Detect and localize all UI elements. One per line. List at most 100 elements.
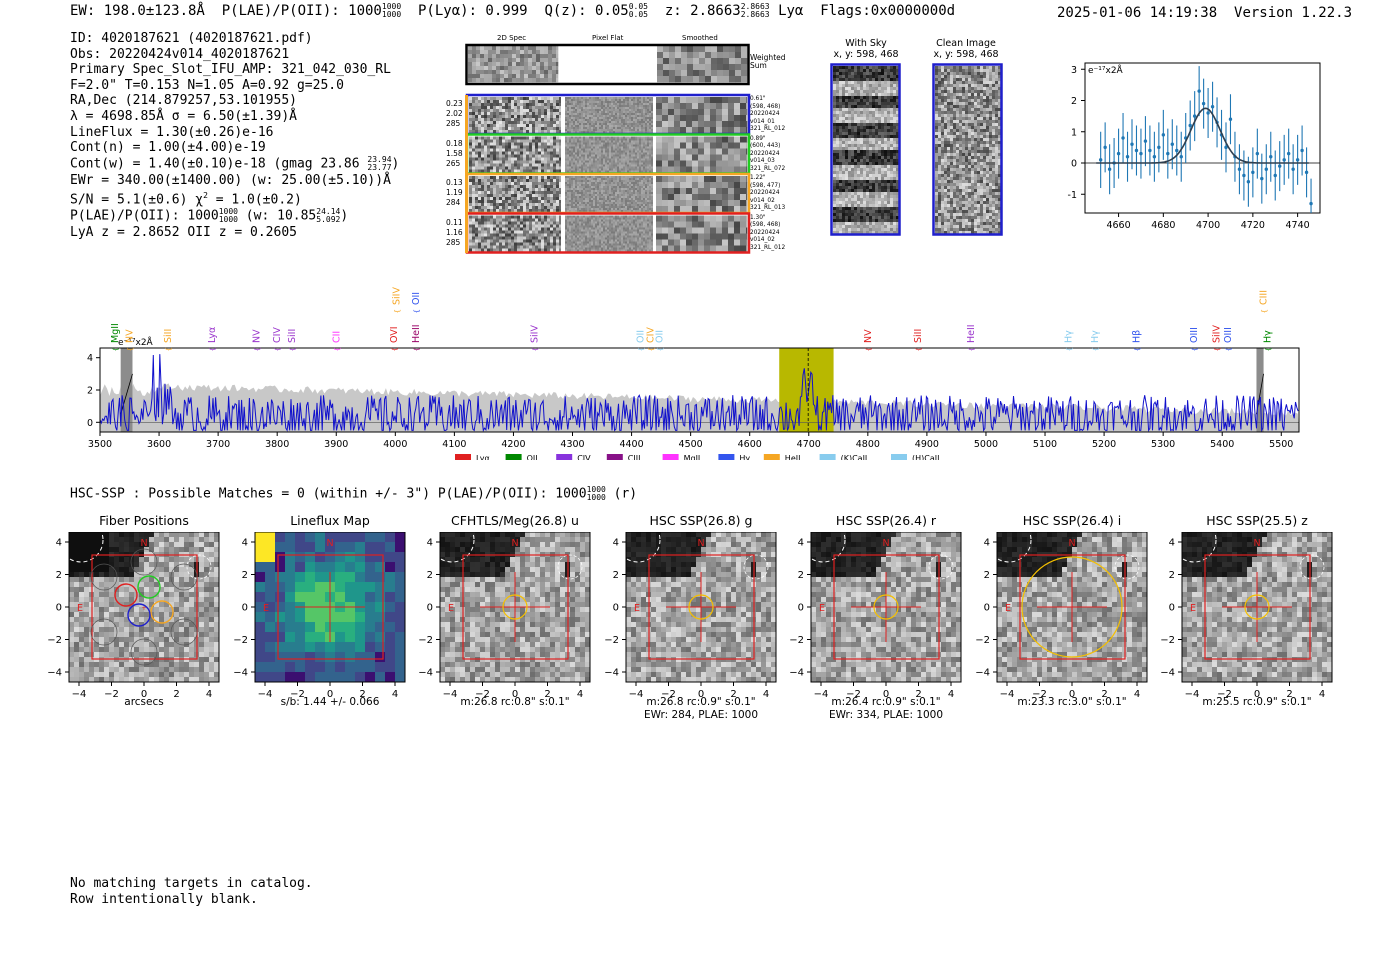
panel-xtick-label: −4	[1185, 689, 1200, 700]
header-version: Version 1.22.3	[1234, 5, 1353, 21]
spec-line-id-label: Hγ	[1064, 330, 1075, 343]
panel-caption-line1: m:26.4 rc:0.9" s:0.1"	[831, 696, 941, 708]
color-strip	[465, 95, 468, 253]
info-lyaz: LyA z = 2.8652 OII z = 0.2605	[70, 225, 297, 241]
info-contw: Cont(w) = 1.40(±0.10)e-18 (gmag 23.86 23…	[70, 154, 400, 172]
row-2dspec	[469, 136, 562, 173]
spec-line-id-brace: {	[865, 347, 873, 351]
fit-data-point	[1116, 151, 1121, 156]
panel-title: HSC SSP(25.5) z	[1206, 513, 1308, 528]
footer-line1: No matching targets in catalog.	[70, 876, 313, 891]
neighbor-circle	[928, 554, 954, 580]
fit-data-point	[1197, 89, 1201, 93]
spec-line-id-label: HeII	[966, 324, 977, 343]
spec-line-id-brace: {	[394, 309, 402, 313]
spec-line-id: OIII {	[1189, 327, 1200, 351]
east-label: E	[448, 603, 454, 614]
spec-line-id: Hβ {	[1132, 330, 1143, 352]
fiber-circle	[170, 563, 198, 591]
spec-xtick-label: 4200	[501, 439, 525, 450]
footer-line2: Row intentionally blank.	[70, 891, 258, 907]
panel-xtick-label: −4	[443, 689, 458, 700]
panel-image: N E −4 −2 0 2 4 4 2 0 −2 −4	[418, 532, 591, 700]
fit-data-point	[1152, 155, 1157, 159]
legend-label: HeII	[785, 454, 801, 460]
spec-xtick-label: 4600	[738, 439, 762, 450]
spec-line-id-brace: {	[647, 347, 655, 351]
fiber-circle	[150, 600, 174, 624]
fit-data-point	[1148, 148, 1152, 153]
aperture-circle	[688, 594, 714, 620]
spec-unit-label: e⁻¹⁷x2Å	[118, 336, 154, 348]
panel-xtick-label: −2	[475, 689, 490, 700]
fit-data-point	[1139, 151, 1143, 156]
cutout-row-stats: 0.23 2.02 285	[446, 99, 463, 128]
panel-xtick-label: −2	[661, 689, 676, 700]
line-fit-chart: 4660 4680 4700 4720 4740 -1 0 1 2 3 e⁻¹⁷x2Å	[1068, 62, 1321, 231]
spec-line-id: SiII {	[287, 329, 298, 352]
panel-xtick-label: −2	[1032, 689, 1047, 700]
fit-data-point	[1157, 145, 1161, 150]
header-z: z: 2.86632.8663 2.8663 Lyα	[664, 2, 804, 20]
spec-xtick-label: 5000	[974, 439, 998, 450]
neighbor-circle	[1114, 554, 1140, 580]
panel-xtick-label: −2	[846, 689, 861, 700]
east-label: E	[1190, 603, 1196, 614]
fit-data-point	[1210, 105, 1215, 109]
panel-xtick-label: 0	[1254, 689, 1260, 700]
spec-line-id: Hγ {	[1263, 330, 1274, 352]
fit-data-point	[1291, 167, 1295, 171]
aperture-circle	[873, 594, 899, 620]
fiber-circle	[130, 548, 158, 576]
spec-xtick-label: 4400	[619, 439, 643, 450]
panel-xtick-label: 0	[512, 689, 518, 700]
spec-line-id-brace: {	[391, 347, 399, 351]
legend-swatch	[763, 454, 780, 460]
spec-line-id-label: MgII	[110, 323, 121, 343]
legend-label: Lyα	[476, 454, 490, 460]
spec-line-id: Lyα {	[207, 327, 218, 352]
panel-xtick-label: 2	[359, 689, 365, 700]
legend-swatch	[455, 454, 471, 460]
east-label: E	[819, 603, 825, 614]
panel-title: CFHTLS/Meg(26.8) u	[451, 513, 579, 528]
east-label: E	[1005, 603, 1011, 614]
spec-xtick-label: 5400	[1210, 439, 1234, 450]
fit-data-point	[1161, 133, 1166, 137]
fit-data-point	[1278, 164, 1282, 168]
row-smoothed	[656, 136, 748, 173]
spec-line-id: CIII {	[1259, 290, 1270, 314]
spec-line-id-brace: {	[274, 347, 282, 351]
fit-ytick-label: 1	[1071, 127, 1077, 138]
row-pixelflat	[565, 97, 654, 134]
panel-ytick-label: 2	[427, 570, 433, 581]
row-2dspec	[469, 97, 562, 134]
panel-caption: s/b: 1.44 +/- 0.066	[235, 696, 425, 709]
spec-line-id-brace: {	[413, 309, 421, 313]
fit-data-point	[1143, 139, 1148, 143]
neighbor-circle	[186, 554, 212, 580]
cutout-row-meta: 0.61" (598, 468) 20220424 v014_01 321_RL_012	[750, 96, 786, 132]
panel-xtick-label: 4	[577, 689, 583, 700]
spec-xtick-label: 4100	[442, 439, 466, 450]
spec-line-id-brace: {	[1191, 347, 1199, 351]
info-radec: RA,Dec (214.879257,53.101955)	[70, 93, 297, 109]
panel-title: HSC SSP(26.4) i	[1022, 513, 1122, 528]
spec-line-id-label: CIII	[1259, 290, 1270, 305]
spec-line-id-label: SiIV	[392, 287, 403, 305]
fit-data-point	[1300, 148, 1304, 153]
legend-label: CIII	[628, 454, 641, 460]
spec-line-id-brace: {	[413, 347, 421, 351]
row-smoothed	[656, 176, 748, 213]
spec-line-id-brace: {	[656, 347, 664, 351]
spec-line-id: CIV {	[645, 327, 656, 352]
panel-ytick-label: −2	[789, 635, 804, 646]
legend-label: CIV	[577, 454, 591, 460]
panel-caption-line1: arcsecs	[124, 696, 164, 708]
fit-data-point	[1107, 167, 1112, 171]
spec-line-id: SiIV {	[392, 287, 403, 314]
spec-line-id-label: SiIV	[1211, 325, 1222, 343]
panel-ytick-label: −4	[1160, 668, 1175, 679]
fit-data-point	[1237, 167, 1242, 171]
row-pixelflat	[565, 136, 654, 173]
